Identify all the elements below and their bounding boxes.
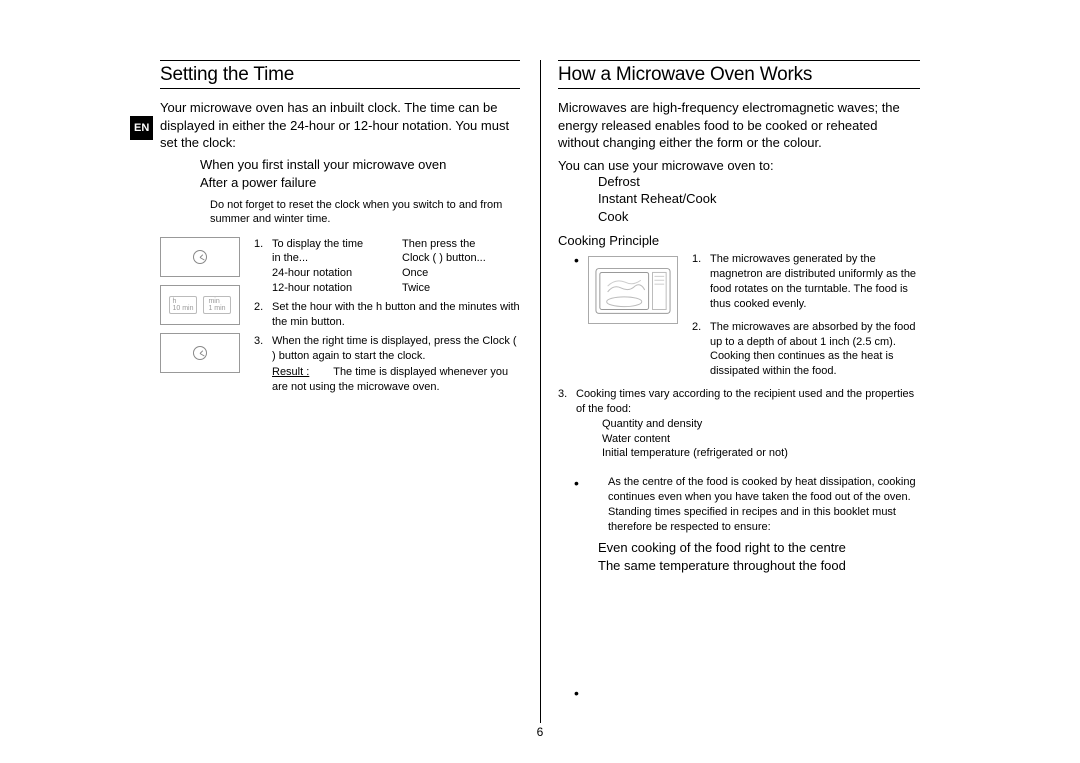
step1-col1-line: 12-hour notation — [272, 281, 402, 296]
principle-3-sub: Water content — [576, 432, 920, 447]
uses-list: Defrost Instant Reheat/Cook Cook — [558, 173, 920, 226]
hour-min-buttons-illustration: h 10 min min 1 min — [160, 285, 240, 325]
principle-item: 1. The microwaves generated by the magne… — [692, 252, 920, 311]
page-number: 6 — [0, 725, 1080, 739]
principle-3-sub: Quantity and density — [576, 417, 920, 432]
step-number: 2. — [692, 320, 710, 379]
step-item: 1. To display the time in the... 24-hour… — [254, 237, 520, 296]
principle-2: The microwaves are absorbed by the food … — [710, 320, 920, 379]
microwave-oven-illustration — [588, 256, 678, 324]
section-header-rule: How a Microwave Oven Works — [558, 60, 920, 89]
use-item: Instant Reheat/Cook — [598, 190, 920, 208]
step1-col2-line: Once — [402, 266, 520, 281]
step1-col1-line: To display the time — [272, 237, 402, 252]
principle-3-sub: Initial temperature (refrigerated or not… — [576, 446, 920, 461]
clock-icon — [193, 346, 207, 360]
left-column: Setting the Time Your microwave oven has… — [0, 60, 540, 763]
principle-item: 3. Cooking times vary according to the r… — [558, 387, 920, 461]
uses-lead: You can use your microwave oven to: — [558, 158, 920, 173]
step1-col1-line: 24-hour notation — [272, 266, 402, 281]
result-label: Result : — [272, 366, 309, 378]
step-number: 1. — [692, 252, 710, 311]
ensure-item: The same temperature throughout the food — [598, 557, 920, 575]
step-number: 3. — [254, 334, 272, 395]
ensure-list: Even cooking of the food right to the ce… — [598, 539, 920, 575]
principle-item: 2. The microwaves are absorbed by the fo… — [692, 320, 920, 379]
intro-text: Your microwave oven has an inbuilt clock… — [160, 99, 520, 152]
use-item: Defrost — [598, 173, 920, 191]
min-button-icon: min 1 min — [203, 296, 231, 314]
cooking-principle-heading: Cooking Principle — [558, 233, 920, 248]
step1-col2-line: Clock ( ) button... — [402, 251, 520, 266]
step-number: 1. — [254, 237, 272, 296]
h-button-icon: h 10 min — [169, 296, 197, 314]
step-number: 2. — [254, 300, 272, 330]
step1-col2-line: Twice — [402, 281, 520, 296]
step-item: 2. Set the hour with the h button and th… — [254, 300, 520, 330]
use-item: Cook — [598, 208, 920, 226]
step-icons-column: h 10 min min 1 min — [160, 237, 240, 399]
bullet-icon: • — [574, 475, 579, 491]
when-item: After a power failure — [200, 174, 520, 192]
principle-3-lead: Cooking times vary according to the reci… — [576, 387, 920, 417]
section-title-setting-time: Setting the Time — [160, 64, 520, 86]
step-number: 3. — [558, 387, 576, 461]
when-item: When you first install your microwave ov… — [200, 156, 520, 174]
step3-text: When the right time is displayed, press … — [272, 334, 520, 364]
bullet-icon: • — [574, 252, 579, 268]
steps-list: 1. To display the time in the... 24-hour… — [254, 237, 520, 399]
dst-note: Do not forget to reset the clock when yo… — [210, 198, 520, 227]
step1-col1-line: in the... — [272, 251, 402, 266]
right-column: How a Microwave Oven Works Microwaves ar… — [540, 60, 1080, 763]
clock-button-illustration — [160, 333, 240, 373]
section-title-how-works: How a Microwave Oven Works — [558, 64, 920, 86]
steps-container: h 10 min min 1 min 1. To display the tim… — [160, 237, 520, 399]
bullet-icon: • — [574, 685, 579, 701]
centre-paragraph: As the centre of the food is cooked by h… — [608, 475, 920, 534]
clock-icon — [193, 250, 207, 264]
step2-text: Set the hour with the h button and the m… — [272, 300, 520, 330]
clock-button-illustration — [160, 237, 240, 277]
oven-icon — [594, 262, 672, 318]
step-item: 3. When the right time is displayed, pre… — [254, 334, 520, 395]
section-header-rule: Setting the Time — [160, 60, 520, 89]
when-list: When you first install your microwave ov… — [200, 156, 520, 192]
intro-text: Microwaves are high-frequency electromag… — [558, 99, 920, 152]
principle-1: The microwaves generated by the magnetro… — [710, 252, 920, 311]
step1-col2-line: Then press the — [402, 237, 520, 252]
ensure-item: Even cooking of the food right to the ce… — [598, 539, 920, 557]
